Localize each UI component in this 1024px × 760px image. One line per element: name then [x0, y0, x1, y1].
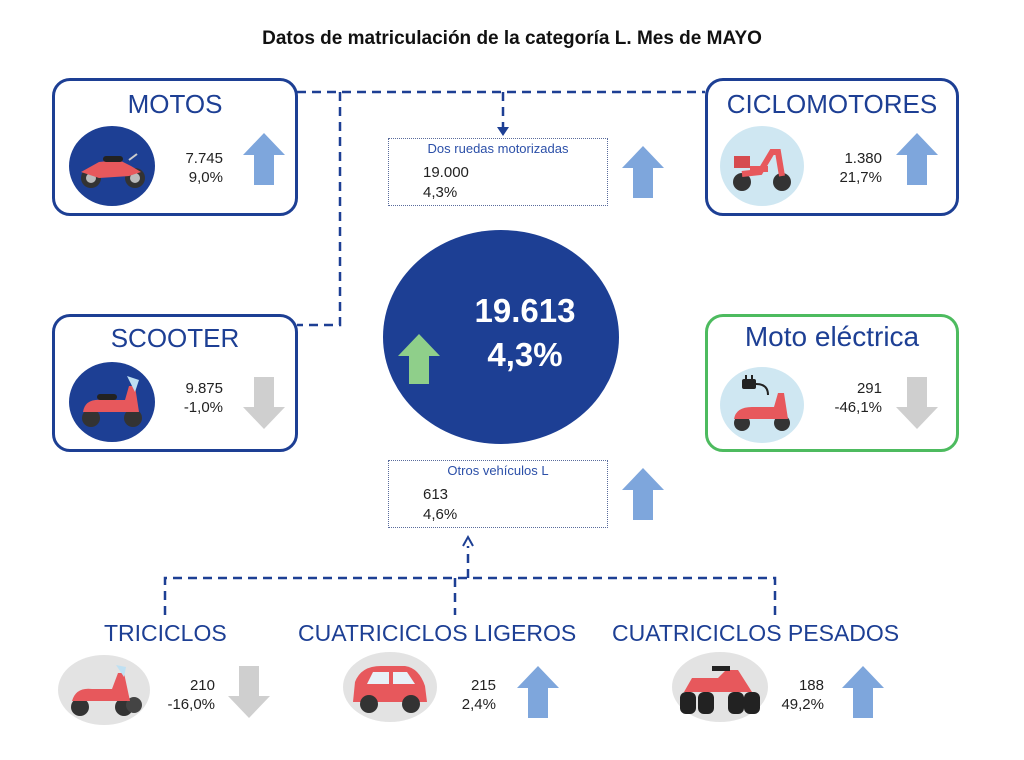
total-value: 19.613 [474, 292, 576, 329]
arrow-up-icon [896, 133, 938, 185]
triciclos-change: -16,0% [167, 696, 215, 713]
arrow-up-icon [243, 133, 285, 185]
cuatriciclos-pesados-values: 188 49,2% [770, 676, 824, 714]
moto-electrica-name: Moto eléctrica [744, 321, 920, 352]
triciclos-value: 210 [189, 677, 215, 694]
otros-change: 4,6% [423, 506, 458, 523]
total-circle: 19.613 4,3% [383, 230, 619, 444]
moto-electrica-values: 291 -46,1% [834, 379, 882, 417]
card-scooter: SCOOTER 9.875 -1,0% [52, 314, 298, 452]
electric-scooter-icon [720, 367, 804, 443]
ciclomotores-value: 1.380 [844, 150, 882, 167]
cuatriciclos-ligeros-values: 215 2,4% [440, 676, 496, 714]
arrow-up-icon [842, 666, 884, 718]
ciclomotores-name: CICLOMOTORES [726, 89, 938, 119]
cuatriciclos-pesados-change: 49,2% [781, 696, 824, 713]
arrow-up-icon [622, 468, 664, 520]
tricycle-icon [58, 655, 150, 725]
cuatriciclos-ligeros-change: 2,4% [461, 696, 496, 713]
arrow-up-icon [398, 334, 440, 384]
scooter-change: -1,0% [183, 399, 223, 416]
ciclomotores-values: 1.380 21,7% [839, 149, 882, 187]
cuatriciclos-pesados-value: 188 [798, 677, 824, 694]
page-title: Datos de matriculación de la categoría L… [262, 28, 762, 49]
moto-electrica-change: -46,1% [834, 399, 882, 416]
quad-icon [672, 652, 768, 722]
box-dos-ruedas: Dos ruedas motorizadas 19.000 4,3% [388, 138, 608, 206]
moped-icon [720, 126, 804, 206]
otros-label: Otros vehículos L [447, 463, 549, 478]
dos-ruedas-value: 19.000 [423, 164, 469, 181]
arrow-down-icon [243, 377, 285, 429]
motos-value: 7.745 [185, 150, 223, 167]
cuatriciclos-ligeros-value: 215 [470, 677, 496, 694]
card-moto-electrica: Moto eléctrica 291 -46,1% [705, 314, 959, 452]
arrow-up-icon [517, 666, 559, 718]
scooter-value: 9.875 [185, 380, 223, 397]
scooter-icon [69, 362, 155, 442]
cuatriciclos-ligeros-name: CUATRICICLOS LIGEROS [298, 620, 577, 646]
otros-value: 613 [423, 486, 449, 503]
card-motos: MOTOS 7.745 9,0% [52, 78, 298, 216]
arrow-down-icon [896, 377, 938, 429]
moto-electrica-value: 291 [856, 380, 882, 397]
arrow-down-icon [228, 666, 270, 718]
dos-ruedas-label: Dos ruedas motorizadas [427, 141, 569, 156]
motos-values: 7.745 9,0% [185, 149, 223, 187]
scooter-values: 9.875 -1,0% [184, 379, 223, 417]
triciclos-values: 210 -16,0% [150, 676, 215, 714]
arrow-up-icon [622, 146, 664, 198]
cuatriciclos-pesados-name: CUATRICICLOS PESADOS [612, 620, 900, 646]
motos-change: 9,0% [188, 169, 223, 186]
dos-ruedas-change: 4,3% [423, 184, 458, 201]
box-otros-vehiculos: Otros vehículos L 613 4,6% [388, 460, 608, 528]
motos-name: MOTOS [127, 89, 223, 119]
ciclomotores-change: 21,7% [839, 169, 882, 186]
triciclos-name: TRICICLOS [104, 620, 227, 646]
microcar-icon [343, 652, 437, 722]
card-ciclomotores: CICLOMOTORES 1.380 21,7% [705, 78, 959, 216]
total-change: 4,3% [487, 336, 563, 373]
scooter-name: SCOOTER [110, 323, 240, 353]
motorcycle-icon [69, 126, 155, 206]
